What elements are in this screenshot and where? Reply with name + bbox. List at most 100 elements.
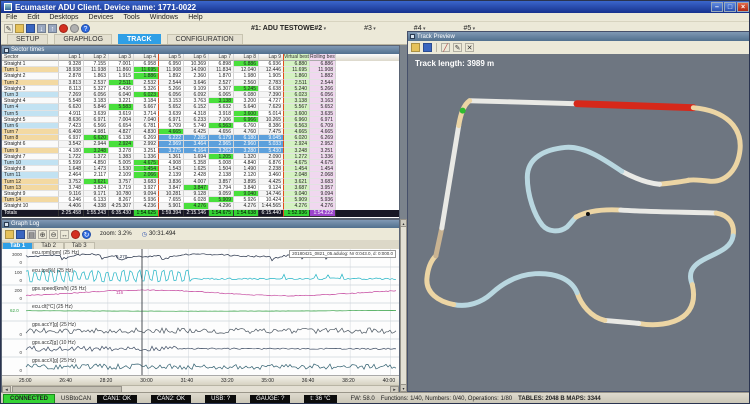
lap-time-cell[interactable]: 1.892 <box>159 73 184 80</box>
tab-setup[interactable]: SETUP <box>7 34 49 44</box>
menu-file[interactable]: File <box>6 13 18 21</box>
lap-time-cell[interactable]: 3.927 <box>134 184 159 191</box>
table-row[interactable]: Turn 1 18.938 11.938 11.860 11.695 11.908 14.0… <box>2 67 399 74</box>
lap-time-cell[interactable]: 6.781 <box>134 122 159 130</box>
close-button[interactable]: × <box>737 2 749 12</box>
track-map[interactable]: Track length: 3989 m <box>408 54 749 391</box>
lap-time-cell[interactable]: 2.532 <box>134 79 159 86</box>
open-track-icon[interactable] <box>411 43 420 52</box>
lap-time-cell[interactable]: 7.655 <box>159 197 184 204</box>
table-row[interactable]: Straight 4 5.548 3.183 3.221 3.184 3.153 3.763… <box>2 98 399 105</box>
lap-time-cell[interactable]: 3.824 <box>84 184 109 191</box>
lap-time-cell[interactable]: 3.621 <box>84 178 109 185</box>
lap-time-cell[interactable]: 3.600 <box>234 110 259 117</box>
lap-time-cell[interactable]: 9.124 <box>259 184 284 191</box>
lap-time-cell[interactable]: 1.361 <box>159 153 184 160</box>
lap-time-cell[interactable]: 6.269 <box>134 135 159 142</box>
lap-time-cell[interactable]: 5.926 <box>234 197 259 204</box>
lap-time-cell[interactable]: 5.245 <box>234 85 259 92</box>
lap-time-cell[interactable]: 2.138 <box>209 172 234 179</box>
table-row[interactable]: Straight 5 8.636 6.971 7.004 7.040 6.971 6.233… <box>2 116 399 123</box>
vertical-scrollbar[interactable]: ▴ ▾ <box>400 219 407 392</box>
lap-time-cell[interactable]: 5.901 <box>159 203 184 210</box>
lap-time-cell[interactable]: 2.878 <box>59 73 84 80</box>
lap-time-cell[interactable]: 6.065 <box>209 91 234 99</box>
lap-time-cell[interactable]: 5.033 <box>259 141 284 148</box>
lap-time-cell[interactable]: 4.406 <box>59 203 84 210</box>
lap-time-cell[interactable]: 11.834 <box>209 67 234 74</box>
lap-time-cell[interactable]: 5.936 <box>134 197 159 204</box>
lap-time-cell[interactable]: 5.599 <box>59 160 84 167</box>
lap-time-cell[interactable]: 3.248 <box>84 147 109 154</box>
lap-time-cell[interactable]: 3.542 <box>59 141 84 148</box>
lap-time-cell[interactable]: 3.719 <box>109 184 134 191</box>
lap-time-cell[interactable]: 9.059 <box>209 190 234 198</box>
table-row[interactable]: Turn 9 4.180 3.248 3.278 3.251 3.275 4.164 3.26… <box>2 147 399 154</box>
lap-time-cell[interactable]: 1:44.565 <box>259 203 284 210</box>
lap-time-cell[interactable]: 5.436 <box>109 85 134 92</box>
lap-time-cell[interactable]: 1.625 <box>184 166 209 173</box>
lap-time-cell[interactable]: 3.794 <box>209 184 234 191</box>
lap-time-cell[interactable]: 5.652 <box>159 104 184 111</box>
lap-time-cell[interactable]: 1.383 <box>109 153 134 160</box>
table-row[interactable]: Turn 8 6.937 6.620 6.138 6.269 6.222 7.285 6.17… <box>2 135 399 142</box>
lap-time-cell[interactable]: 7.001 <box>109 61 134 68</box>
zoom-out-icon[interactable]: ⊖ <box>49 229 58 239</box>
lap-time-cell[interactable]: 6.958 <box>134 61 159 68</box>
lap-time-cell[interactable]: 5.327 <box>84 85 109 92</box>
lap-time-cell[interactable]: 5.548 <box>59 98 84 105</box>
lap-time-cell[interactable]: 3.221 <box>109 98 134 105</box>
lap-time-cell[interactable]: 4.665 <box>159 129 184 136</box>
table-row[interactable]: Straight 7 1.722 1.372 1.383 1.336 1.361 1.694… <box>2 153 399 160</box>
lap-time-cell[interactable]: 4.180 <box>59 147 84 154</box>
lap-time-cell[interactable]: 7.155 <box>84 61 109 68</box>
lap-time-cell[interactable]: 6.898 <box>209 61 234 68</box>
lap-time-cell[interactable]: 11.908 <box>159 67 184 74</box>
lap-time-cell[interactable]: 2.139 <box>159 172 184 179</box>
lap-time-cell[interactable]: 4.656 <box>209 129 234 136</box>
lap-time-cell[interactable]: 3.757 <box>109 178 134 185</box>
refresh-icon[interactable]: ↻ <box>82 229 91 239</box>
table-row[interactable]: Straight 9 9.116 9.171 10.780 9.094 10.281 9.1… <box>2 190 399 198</box>
sector-times-table[interactable]: Sector Lap 1 Lap 2 Lap 3 Lap 4 Lap 5 Lap 6 Lap … <box>2 54 399 218</box>
lap-time-cell[interactable]: 2.537 <box>84 79 109 86</box>
stop-icon[interactable] <box>70 23 79 33</box>
lap-time-cell[interactable]: 10.265 <box>259 116 284 123</box>
lap-time-cell[interactable]: 6.133 <box>84 197 109 204</box>
lap-time-cell[interactable]: 5.846 <box>84 104 109 111</box>
desktop-tab-4[interactable]: #5 ▾ <box>463 24 476 32</box>
lap-time-cell[interactable]: 4:25.307 <box>109 203 134 210</box>
lap-time-cell[interactable]: 6.040 <box>109 91 134 99</box>
lap-time-cell[interactable]: 8.267 <box>109 197 134 204</box>
lap-time-cell[interactable]: 1.648 <box>59 166 84 173</box>
table-row[interactable]: Straight 8 1.648 1.473 1.530 1.454 1.543 1.625… <box>2 166 399 173</box>
lap-time-cell[interactable]: 9.328 <box>59 61 84 68</box>
lap-time-cell[interactable]: 6.180 <box>234 135 259 142</box>
minimize-button[interactable]: – <box>711 2 723 12</box>
lap-time-cell[interactable]: 5.430 <box>259 147 284 154</box>
menu-tools[interactable]: Tools <box>123 13 140 21</box>
lap-time-cell[interactable]: 2.109 <box>109 172 134 179</box>
lap-time-cell[interactable]: 4.276 <box>234 203 259 210</box>
lap-time-cell[interactable]: 3.763 <box>184 98 209 105</box>
print-icon[interactable]: ▤ <box>27 229 36 239</box>
table-row[interactable]: Straight 6 3.542 2.944 2.924 2.992 2.969 3.464… <box>2 141 399 148</box>
lap-time-cell[interactable]: 3.251 <box>134 147 159 154</box>
lap-time-cell[interactable]: 1.870 <box>209 73 234 80</box>
table-row[interactable]: Turn 5 4.911 3.639 3.619 3.714 3.639 4.318 3.91… <box>2 110 399 117</box>
lap-time-cell[interactable]: 4.425 <box>259 178 284 185</box>
lap-time-cell[interactable]: 4.007 <box>184 178 209 185</box>
lap-time-cell[interactable]: 6.876 <box>259 160 284 167</box>
lap-time-cell[interactable]: 6.966 <box>234 116 259 123</box>
table-row[interactable]: Turn 6 7.423 6.566 6.654 6.781 6.709 5.740 6.56… <box>2 122 399 130</box>
desktop-tab-2[interactable]: #3 ▾ <box>364 24 376 32</box>
lap-time-cell[interactable]: 5.005 <box>109 160 134 167</box>
lap-time-cell[interactable]: 1.320 <box>234 153 259 160</box>
lap-time-cell[interactable]: 6.056 <box>84 91 109 99</box>
table-row[interactable]: Turn 11 2.464 2.117 2.109 2.066 2.139 2.428 2.1… <box>2 172 399 179</box>
table-row[interactable]: Turn 12 3.752 3.621 3.757 3.683 3.836 4.007 3.8… <box>2 178 399 185</box>
lap-time-cell[interactable]: 3.153 <box>159 98 184 105</box>
lap-time-cell[interactable]: 12.040 <box>234 67 259 74</box>
lap-time-cell[interactable]: 1.915 <box>109 73 134 80</box>
lap-time-cell[interactable]: 4.164 <box>184 147 209 154</box>
